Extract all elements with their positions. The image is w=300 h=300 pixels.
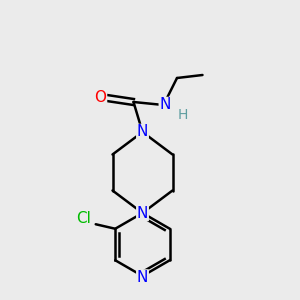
Text: O: O [94, 90, 106, 105]
Text: H: H [178, 109, 188, 122]
Text: Cl: Cl [76, 211, 91, 226]
Text: N: N [137, 124, 148, 140]
Text: N: N [159, 98, 171, 112]
Text: N: N [137, 270, 148, 285]
Text: N: N [137, 206, 148, 220]
